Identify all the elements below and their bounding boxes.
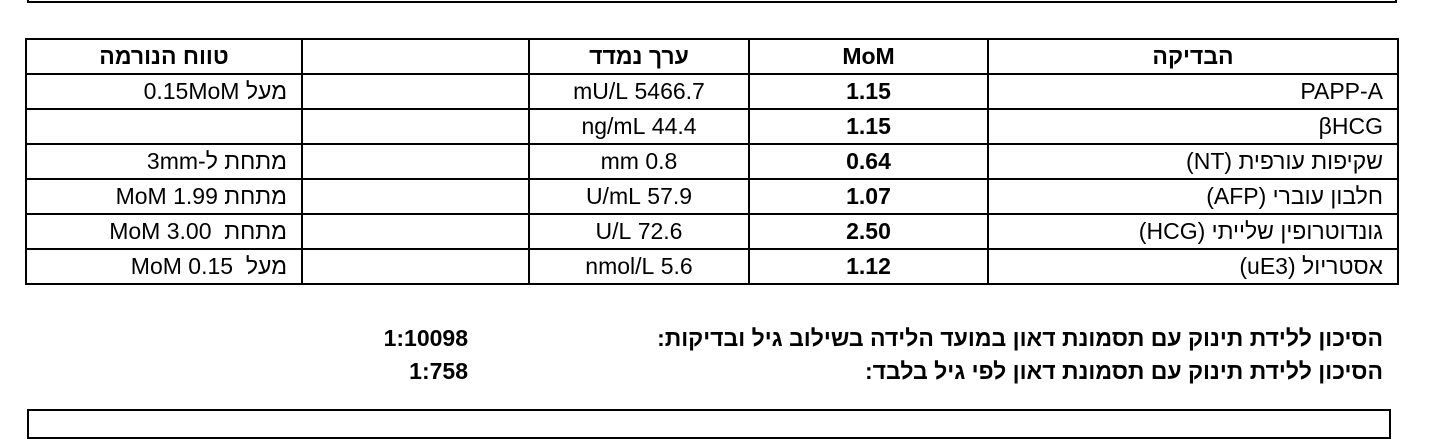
header-cell: הבדיקה (987, 38, 1399, 75)
mom-cell: 1.12 (748, 248, 989, 285)
results-table: הבדיקה MoM ערך נמדד טווח הנורמה PAPP-A 1.… (25, 38, 1399, 285)
mom-cell: 1.07 (748, 178, 989, 215)
range-cell: מתחת ל-3mm (25, 143, 303, 180)
measured-cell: 72.6 U/L (528, 213, 750, 250)
risk-label: הסיכון ללידת תינוק עם תסמונת דאון במועד … (657, 325, 1383, 351)
mom-cell: 1.15 (748, 108, 989, 145)
bottom-box (27, 409, 1391, 439)
range-cell: מעל 0.15MoM (25, 73, 303, 110)
row: שקיפות עורפית (NT) 0.64 0.8 mm מתחת ל-3mm (25, 143, 1399, 180)
test-cell: PAPP-A (987, 73, 1399, 110)
measured-cell: 57.9 U/mL (528, 178, 750, 215)
test-cell: שקיפות עורפית (NT) (987, 143, 1399, 180)
test-cell: βHCG (987, 108, 1399, 145)
empty-cell (301, 73, 530, 110)
header-cell: טווח הנורמה (25, 38, 303, 75)
header-cell: ערך נמדד (528, 38, 750, 75)
page: הבדיקה MoM ערך נמדד טווח הנורמה PAPP-A 1.… (25, 0, 1399, 439)
measured-cell: 44.4 ng/mL (528, 108, 750, 145)
range-cell: מתחת 3.00 MoM (25, 213, 303, 250)
range-cell: מעל 0.15 MoM (25, 248, 303, 285)
mom-cell: 2.50 (748, 213, 989, 250)
row: βHCG 1.15 44.4 ng/mL (25, 108, 1399, 145)
header-row: הבדיקה MoM ערך נמדד טווח הנורמה (25, 38, 1399, 75)
row: חלבון עוברי (AFP) 1.07 57.9 U/mL מתחת 1.99 … (25, 178, 1399, 215)
empty-cell (301, 248, 530, 285)
risk-value: 1:10098 (383, 325, 468, 351)
empty-cell (301, 143, 530, 180)
risk-value: 1:758 (409, 358, 468, 384)
row: אסטריול (uE3) 1.12 5.6 nmol/L מעל 0.15 MoM (25, 248, 1399, 285)
row: גונדוטרופין שלייתי (HCG) 2.50 72.6 U/L מתחת… (25, 213, 1399, 250)
empty-cell (301, 108, 530, 145)
risk-label: הסיכון ללידת תינוק עם תסמונת דאון לפי גי… (865, 358, 1383, 384)
top-box (27, 0, 1397, 3)
header-cell (301, 38, 530, 75)
mom-cell: 1.15 (748, 73, 989, 110)
test-cell: גונדוטרופין שלייתי (HCG) (987, 213, 1399, 250)
measured-cell: 5.6 nmol/L (528, 248, 750, 285)
mom-cell: 0.64 (748, 143, 989, 180)
range-cell (25, 108, 303, 145)
empty-cell (301, 178, 530, 215)
measured-cell: 5466.7 mU/L (528, 73, 750, 110)
row: PAPP-A 1.15 5466.7 mU/L מעל 0.15MoM (25, 73, 1399, 110)
measured-cell: 0.8 mm (528, 143, 750, 180)
header-cell: MoM (748, 38, 989, 75)
test-cell: חלבון עוברי (AFP) (987, 178, 1399, 215)
test-cell: אסטריול (uE3) (987, 248, 1399, 285)
range-cell: מתחת 1.99 MoM (25, 178, 303, 215)
empty-cell (301, 213, 530, 250)
